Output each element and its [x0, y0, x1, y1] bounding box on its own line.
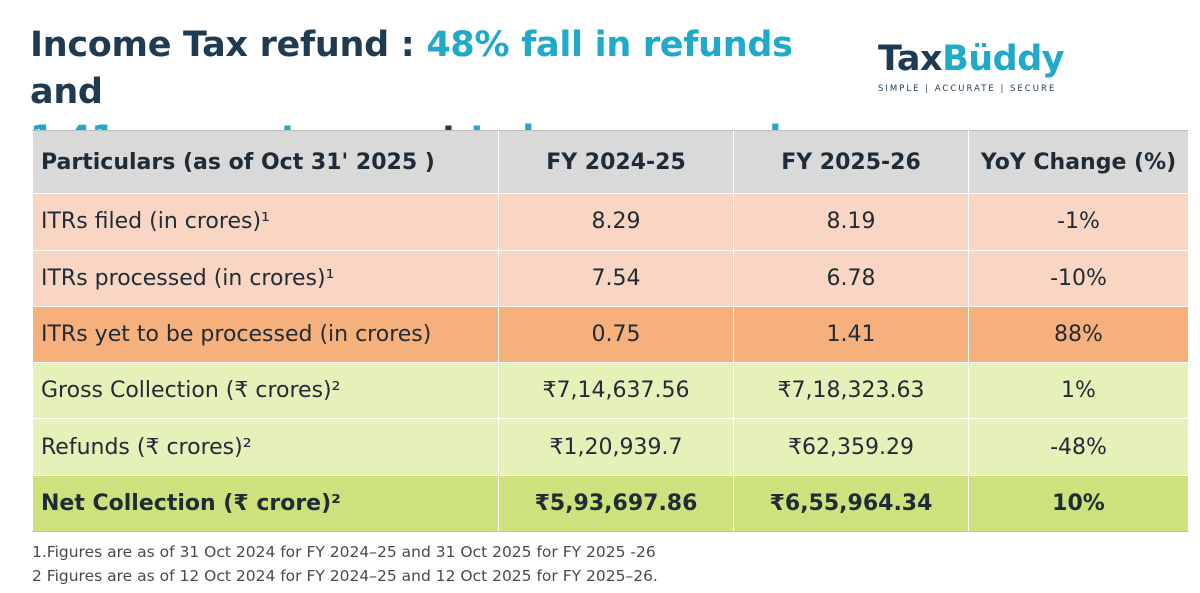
row-label: Net Collection (₹ crore)² [32, 474, 499, 533]
table-row: ITRs processed (in crores)¹ 7.54 6.78 -1… [32, 249, 1189, 307]
column-header: FY 2025-26 [733, 129, 969, 195]
table-cell: ₹6,55,964.34 [733, 474, 969, 533]
table-cell: ₹5,93,697.86 [498, 474, 734, 533]
table-cell: 7.54 [498, 249, 734, 307]
table-row: ITRs filed (in crores)¹ 8.29 8.19 -1% [32, 193, 1189, 251]
row-label: Refunds (₹ crores)² [32, 418, 499, 476]
headline-line-1: Income Tax refund : 48% fall in refunds … [30, 22, 860, 116]
table-cell: 88% [968, 305, 1189, 364]
table-cell: 10% [968, 474, 1189, 533]
table-cell: 6.78 [733, 249, 969, 307]
logo-tagline: SIMPLE | ACCURATE | SECURE [878, 84, 1057, 94]
tax-refund-table: Particulars (as of Oct 31' 2025 ) FY 202… [32, 129, 1189, 533]
table-cell: ₹7,18,323.63 [733, 362, 969, 420]
footnote: 1.Figures are as of 31 Oct 2024 for FY 2… [32, 543, 656, 561]
column-header: YoY Change (%) [968, 129, 1189, 195]
row-label: ITRs processed (in crores)¹ [32, 249, 499, 307]
table-header-row: Particulars (as of Oct 31' 2025 ) FY 202… [32, 129, 1189, 195]
table-row: Gross Collection (₹ crores)² ₹7,14,637.5… [32, 362, 1189, 420]
table-cell: ₹62,359.29 [733, 418, 969, 476]
table-row: ITRs yet to be processed (in crores) 0.7… [32, 305, 1189, 364]
headline-text: Income Tax refund : [30, 25, 427, 65]
footnotes: 1.Figures are as of 31 Oct 2024 for FY 2… [32, 540, 1182, 588]
table-cell: 1% [968, 362, 1189, 420]
row-label: ITRs filed (in crores)¹ [32, 193, 499, 251]
table-cell: ₹7,14,637.56 [498, 362, 734, 420]
logo-buddy: Büddy [942, 39, 1065, 79]
logo-wordmark: TaxBüddy [878, 38, 1068, 80]
table-cell: 8.29 [498, 193, 734, 251]
table-cell: 0.75 [498, 305, 734, 364]
table-cell: -48% [968, 418, 1189, 476]
table-cell: ₹1,20,939.7 [498, 418, 734, 476]
column-header: FY 2024-25 [498, 129, 734, 195]
table-row: Refunds (₹ crores)² ₹1,20,939.7 ₹62,359.… [32, 418, 1189, 476]
table-cell: 1.41 [733, 305, 969, 364]
footnote: 2 Figures are as of 12 Oct 2024 for FY 2… [32, 567, 658, 585]
headline-highlight: 48% fall in refunds [426, 25, 793, 65]
row-label: ITRs yet to be processed (in crores) [32, 305, 499, 364]
headline-text: and [30, 72, 103, 112]
table-row-net-collection: Net Collection (₹ crore)² ₹5,93,697.86 ₹… [32, 474, 1189, 533]
table-cell: 8.19 [733, 193, 969, 251]
logo-tax: Tax [878, 39, 943, 79]
taxbuddy-logo: TaxBüddy SIMPLE | ACCURATE | SECURE [878, 38, 1068, 100]
table-cell: -1% [968, 193, 1189, 251]
table-cell: -10% [968, 249, 1189, 307]
column-header: Particulars (as of Oct 31' 2025 ) [32, 129, 499, 195]
row-label: Gross Collection (₹ crores)² [32, 362, 499, 420]
